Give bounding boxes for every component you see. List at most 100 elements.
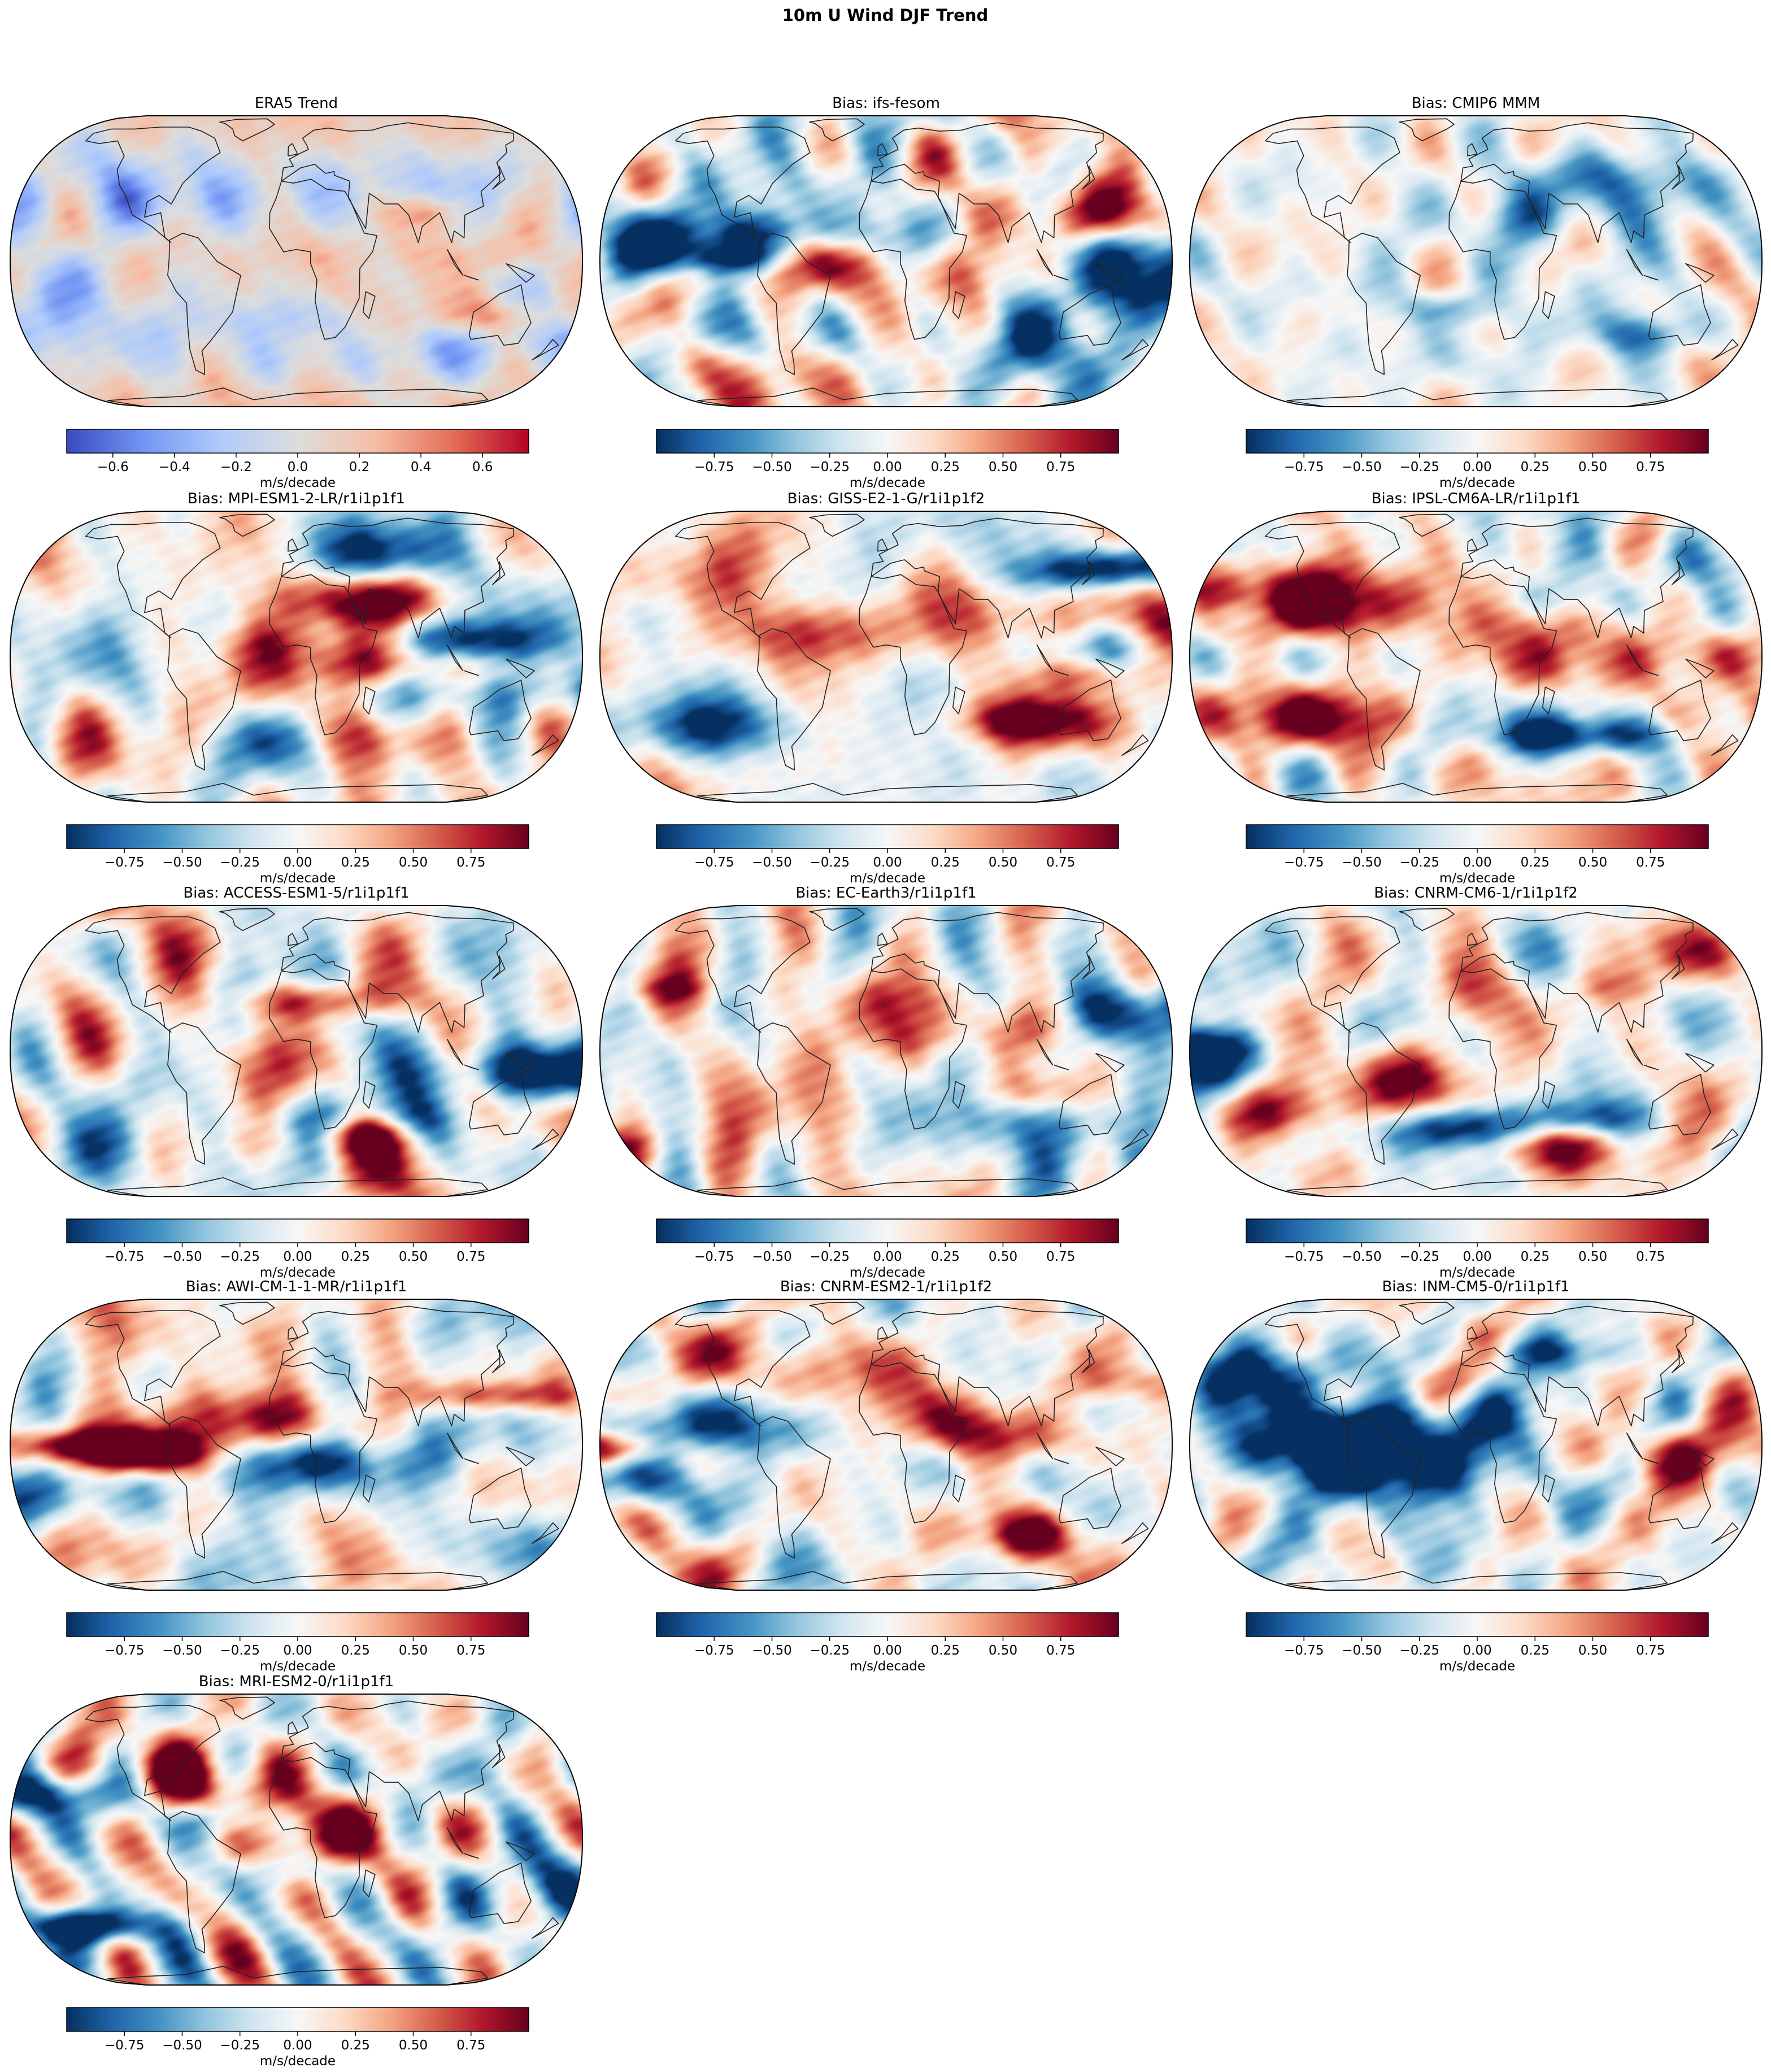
figure-title: 10m U Wind DJF Trend <box>782 6 988 25</box>
map-frame <box>1189 1299 1763 1591</box>
colorbar-gradient <box>67 825 529 848</box>
map-panel: Bias: ACCESS-ESM1-5/r1i1p1f1−0.75 −0.50 −0… <box>10 885 583 1280</box>
colorbar-tick-label: −0.75 <box>694 1250 734 1264</box>
colorbar-tick-label: 0.00 <box>283 855 312 870</box>
trend-field <box>1190 511 1762 802</box>
colorbar-tick-label: −0.75 <box>694 1643 734 1658</box>
colorbar-tick-label: 0.25 <box>1521 855 1550 870</box>
colorbar-tick-label: −0.75 <box>105 1250 144 1264</box>
colorbar-tick-label: −0.25 <box>810 855 850 870</box>
colorbar-tick-label: 0.25 <box>341 1643 370 1658</box>
map-panel: Bias: GISS-E2-1-G/r1i1p1f2 −0.75 −0.50 −0.2… <box>599 490 1173 886</box>
colorbar-tick-label: −0.25 <box>220 1643 260 1658</box>
colorbar-tick-label: 0.25 <box>1521 1250 1550 1264</box>
colorbar-label: m/s/decade <box>1439 1265 1515 1280</box>
colorbar-tick-label: 0.25 <box>931 855 960 870</box>
panel-title: ERA5 Trend <box>255 95 338 112</box>
colorbar-tick-label: 0.50 <box>1578 1643 1607 1658</box>
colorbar-tick-label: −0.25 <box>220 2038 260 2053</box>
map-frame <box>1189 115 1763 407</box>
colorbar-tick-label: −0.50 <box>752 855 791 870</box>
panel-title: Bias: ACCESS-ESM1-5/r1i1p1f1 <box>183 885 409 902</box>
colorbar-tick-label: 0.00 <box>1463 1643 1491 1658</box>
colorbar-tick-label: 0.00 <box>1463 855 1491 870</box>
trend-field <box>600 116 1172 407</box>
colorbar-tick-label: −0.75 <box>105 1643 144 1658</box>
map-frame <box>10 1299 583 1591</box>
colorbar-tick-label: 0.00 <box>873 1250 902 1264</box>
colorbar-label: m/s/decade <box>1439 476 1515 490</box>
map-frame <box>1189 511 1763 803</box>
colorbar-tick-label: −0.50 <box>162 855 202 870</box>
colorbar: −0.75 −0.50 −0.25 0.00 0.25 0.50 0.75 m/s/decad… <box>66 2007 529 2069</box>
colorbar-tick-label: 0.00 <box>873 460 902 475</box>
colorbar-label: m/s/decade <box>260 2054 336 2069</box>
colorbar: −0.6 −0.4 −0.2 0.0 0.2 0.4 0.6 m/s/decade <box>66 429 529 490</box>
colorbar-tick-label: 0.25 <box>931 460 960 475</box>
colorbar-label: m/s/decade <box>260 1265 336 1280</box>
colorbar-tick-label: −0.50 <box>752 1250 791 1264</box>
map-frame <box>599 511 1173 803</box>
trend-field <box>600 906 1172 1196</box>
trend-field <box>10 906 582 1196</box>
colorbar-gradient <box>67 1219 529 1243</box>
colorbar-gradient <box>656 1219 1119 1243</box>
coastlines <box>675 1301 1149 1590</box>
colorbar-tick-label: 0.25 <box>341 855 370 870</box>
colorbar-gradient <box>656 1613 1119 1636</box>
colorbar-tick-label: 0.75 <box>1046 1643 1075 1658</box>
colorbar-label: m/s/decade <box>850 1265 925 1280</box>
colorbar-tick-label: −0.50 <box>162 1250 202 1264</box>
colorbar-tick-label: 0.50 <box>1578 1250 1607 1264</box>
colorbar-tick-label: −0.75 <box>694 460 734 475</box>
colorbar-tick-label: 0.50 <box>989 1250 1017 1264</box>
panel-title: Bias: CMIP6 MMM <box>1412 95 1541 112</box>
colorbar-tick-label: 0.50 <box>399 2038 428 2053</box>
colorbar-tick-label: −0.75 <box>105 2038 144 2053</box>
map-panel: Bias: INM-CM5-0/r1i1p1f1 −0.75 −0.50 −0.25 0… <box>1189 1278 1763 1674</box>
colorbar-tick-label: 0.6 <box>472 460 493 475</box>
colorbar: −0.75 −0.50 −0.25 0.00 0.25 0.50 0.75 m/s/decad… <box>1246 1612 1709 1674</box>
map-panel: Bias: IPSL-CM6A-LR/r1i1p1f1−0.75 −0.50 −0.… <box>1189 490 1763 886</box>
colorbar-tick-label: −0.75 <box>1284 1250 1324 1264</box>
colorbar-tick-label: −0.25 <box>810 460 850 475</box>
trend-field <box>1190 1299 1762 1590</box>
map-frame <box>1189 905 1763 1197</box>
colorbar-label: m/s/decade <box>850 476 925 490</box>
colorbar-tick-label: 0.25 <box>931 1250 960 1264</box>
panel-title: Bias: CNRM-ESM2-1/r1i1p1f2 <box>780 1278 992 1295</box>
trend-field <box>10 1299 582 1590</box>
colorbar-tick-label: 0.75 <box>1636 855 1665 870</box>
colorbar-label: m/s/decade <box>260 871 336 886</box>
colorbar-tick-label: 0.25 <box>341 1250 370 1264</box>
colorbar-tick-label: 0.75 <box>1046 1250 1075 1264</box>
colorbar-gradient <box>67 429 529 453</box>
colorbar-label: m/s/decade <box>260 1659 336 1674</box>
colorbar-tick-label: 0.00 <box>1463 1250 1491 1264</box>
colorbar-tick-label: 0.75 <box>1046 855 1075 870</box>
map-panel: ERA5 Trend −0.6 −0.4 −0.2 0.0 0.2 0.4 0.6 m/s/de… <box>10 95 583 490</box>
colorbar-tick-label: 0.50 <box>989 1643 1017 1658</box>
coastlines <box>85 118 559 407</box>
colorbar-tick-label: −0.50 <box>1342 1250 1381 1264</box>
panels-grid: ERA5 Trend −0.6 −0.4 −0.2 0.0 0.2 0.4 0.6 m/s/de… <box>10 95 1763 2069</box>
colorbar-gradient <box>1246 1613 1708 1636</box>
colorbar-tick-label: 0.75 <box>456 1643 485 1658</box>
colorbar-tick-label: 0.75 <box>456 2038 485 2053</box>
trend-field <box>600 1299 1172 1590</box>
colorbar-tick-label: 0.00 <box>873 1643 902 1658</box>
colorbar-tick-label: 0.25 <box>1521 1643 1550 1658</box>
trend-field <box>10 116 582 407</box>
colorbar: −0.75 −0.50 −0.25 0.00 0.25 0.50 0.75 m/s/decad… <box>66 1612 529 1674</box>
colorbar-tick-label: 0.00 <box>283 1643 312 1658</box>
colorbar-tick-label: −0.50 <box>752 460 791 475</box>
map-panel: Bias: MPI-ESM1-2-LR/r1i1p1f1−0.75 −0.50 −0… <box>10 490 583 886</box>
colorbar-gradient <box>656 429 1119 453</box>
panel-title: Bias: AWI-CM-1-1-MR/r1i1p1f1 <box>186 1278 407 1295</box>
map-frame <box>599 1299 1173 1591</box>
colorbar-tick-label: −0.2 <box>220 460 252 475</box>
colorbar: −0.75 −0.50 −0.25 0.00 0.25 0.50 0.75 m/s/decad… <box>1246 1218 1709 1280</box>
colorbar-tick-label: −0.75 <box>1284 855 1324 870</box>
map-panel: Bias: MRI-ESM2-0/r1i1p1f1 −0.75 −0.50 −0.25… <box>10 1673 583 2069</box>
